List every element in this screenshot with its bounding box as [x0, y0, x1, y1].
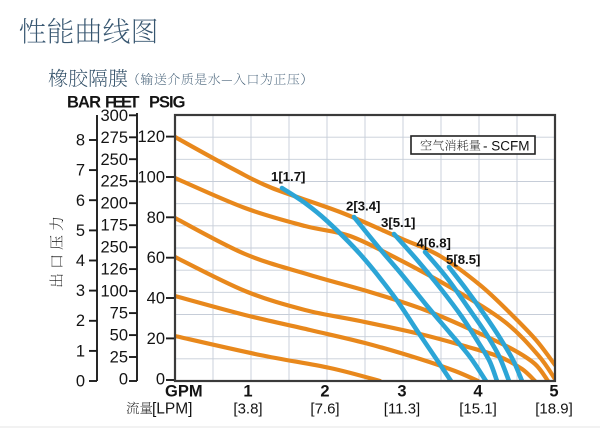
svg-text:100: 100 — [100, 283, 128, 301]
svg-text:[LPM]: [LPM] — [152, 401, 192, 418]
svg-text:1: 1 — [243, 383, 252, 401]
svg-text:[3.8]: [3.8] — [233, 401, 262, 418]
svg-text:4: 4 — [76, 252, 85, 270]
svg-text:PSIG: PSIG — [149, 94, 186, 112]
svg-text:100: 100 — [137, 169, 165, 187]
svg-text:[7.6]: [7.6] — [310, 401, 339, 418]
svg-text:[11.3]: [11.3] — [384, 401, 420, 418]
svg-text:FEET: FEET — [105, 94, 140, 112]
svg-text:[18.9]: [18.9] — [535, 401, 573, 418]
svg-text:6: 6 — [76, 192, 85, 210]
svg-text:120: 120 — [137, 128, 165, 146]
svg-text:0: 0 — [119, 371, 128, 389]
svg-text:7: 7 — [76, 162, 85, 180]
svg-text:60: 60 — [147, 249, 165, 267]
svg-text:BAR: BAR — [67, 94, 101, 112]
svg-text:275: 275 — [100, 129, 128, 147]
svg-text:5[8.5]: 5[8.5] — [446, 252, 480, 267]
svg-text:3[5.1]: 3[5.1] — [381, 215, 415, 230]
svg-text:1: 1 — [76, 342, 85, 360]
svg-text:0: 0 — [156, 371, 165, 389]
svg-text:50: 50 — [110, 327, 128, 345]
svg-text:250: 250 — [100, 151, 128, 169]
svg-text:300: 300 — [100, 107, 128, 125]
svg-text:225: 225 — [100, 173, 128, 191]
svg-text:[15.1]: [15.1] — [459, 401, 497, 418]
svg-text:250: 250 — [100, 239, 128, 257]
svg-text:2: 2 — [320, 383, 329, 401]
svg-text:5: 5 — [76, 222, 85, 240]
svg-text:2[3.4]: 2[3.4] — [346, 199, 380, 214]
svg-text:GPM: GPM — [165, 383, 203, 401]
svg-text:1[1.7]: 1[1.7] — [271, 169, 305, 184]
svg-text:2: 2 — [76, 312, 85, 330]
svg-text:75: 75 — [110, 305, 128, 323]
svg-text:175: 175 — [100, 217, 128, 235]
svg-text:3: 3 — [76, 282, 85, 300]
svg-text:25: 25 — [110, 349, 128, 367]
svg-text:5: 5 — [549, 383, 558, 401]
svg-text:0: 0 — [76, 373, 85, 391]
svg-text:3: 3 — [397, 383, 406, 401]
svg-text:8: 8 — [76, 132, 85, 150]
svg-text:4[6.8]: 4[6.8] — [417, 236, 451, 251]
svg-text:20: 20 — [147, 330, 165, 348]
svg-text:4: 4 — [473, 383, 483, 401]
svg-text:- SCFM: - SCFM — [483, 138, 530, 153]
svg-text:126: 126 — [100, 261, 128, 279]
svg-text:200: 200 — [100, 195, 128, 213]
svg-text:80: 80 — [147, 209, 165, 227]
svg-text:40: 40 — [147, 290, 165, 308]
